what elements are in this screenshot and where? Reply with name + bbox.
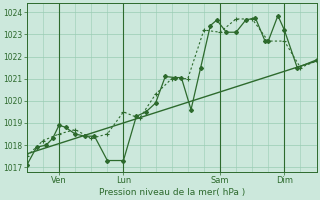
X-axis label: Pression niveau de la mer( hPa ): Pression niveau de la mer( hPa ) xyxy=(99,188,245,197)
